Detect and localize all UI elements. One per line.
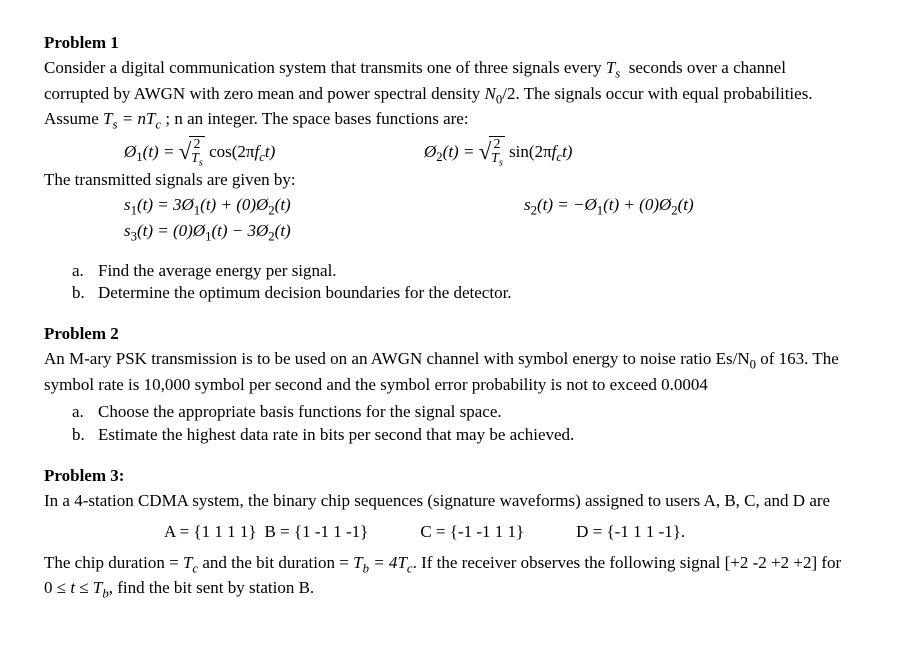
problem-2-intro: An M-ary PSK transmission is to be used … bbox=[44, 348, 853, 397]
p2-a-marker: a. bbox=[72, 401, 98, 424]
p2-list: a. Choose the appropriate basis function… bbox=[72, 401, 853, 447]
s1-arg: (t) = 3Ø bbox=[137, 195, 194, 214]
p3-text-b: and the bit duration = bbox=[198, 553, 353, 572]
seq-B: B = {1 -1 1 -1} bbox=[265, 521, 369, 544]
p1-N0: N bbox=[485, 84, 496, 103]
p1-list: a. Find the average energy per signal. b… bbox=[72, 260, 853, 306]
phi2-sqrt-top: 2 bbox=[494, 137, 501, 151]
p1-Ts-sub: s bbox=[615, 66, 620, 80]
seq-C: C = {-1 -1 1 1} bbox=[420, 521, 524, 544]
s2-eq: s2(t) = −Ø1(t) + (0)Ø2(t) bbox=[524, 194, 694, 220]
p3-Tb: T bbox=[353, 553, 362, 572]
phi1-sqrt: √2Ts bbox=[179, 136, 205, 170]
p2-item-a: a. Choose the appropriate basis function… bbox=[72, 401, 853, 424]
phi1-close: t) bbox=[265, 141, 275, 160]
s1-mid: (t) + (0)Ø bbox=[200, 195, 268, 214]
problem-1-title: Problem 1 bbox=[44, 32, 853, 55]
s1-s: s bbox=[124, 195, 131, 214]
p1-assume-mid: = n bbox=[117, 109, 145, 128]
problem-2-title: Problem 2 bbox=[44, 323, 853, 346]
p3-Tc: T bbox=[183, 553, 192, 572]
phi1-sqrt-top: 2 bbox=[194, 137, 201, 151]
p2-text-1a: An M-ary PSK transmission is to be used … bbox=[44, 349, 750, 368]
s2-s: s bbox=[524, 195, 531, 214]
s3-eq: s3(t) = (0)Ø1(t) − 3Ø2(t) bbox=[124, 220, 291, 246]
p1-assume-Ts: T bbox=[103, 109, 112, 128]
p3-text-c: = 4 bbox=[369, 553, 397, 572]
s3-arg: (t) = (0)Ø bbox=[137, 221, 205, 240]
problem-1-intro: Consider a digital communication system … bbox=[44, 57, 853, 134]
chip-sequences: A = {1 1 1 1} B = {1 -1 1 -1} C = {-1 -1… bbox=[44, 521, 853, 544]
s3-end: (t) bbox=[275, 221, 291, 240]
basis-functions-row: Ø1(t) = √2Ts cos(2πfct) Ø 2 (t) = √2Ts sin… bbox=[44, 136, 853, 170]
p1-item-a: a. Find the average energy per signal. bbox=[72, 260, 853, 283]
phi1-eq: Ø1(t) = √2Ts cos(2πfct) bbox=[124, 136, 424, 170]
p3-text-a: The chip duration = bbox=[44, 553, 183, 572]
p1-assume-Tc: T bbox=[146, 109, 155, 128]
phi1-sym: Ø bbox=[124, 141, 136, 160]
phi2-arg: (t) = bbox=[443, 141, 479, 160]
p3-text-e: ≤ bbox=[75, 578, 93, 597]
phi2-close: t) bbox=[562, 141, 572, 160]
problem-3-title: Problem 3: bbox=[44, 465, 853, 488]
p3-text-f: , find the bit sent by station B. bbox=[109, 578, 314, 597]
p1-b-text: Determine the optimum decision boundarie… bbox=[98, 282, 512, 305]
p2-item-b: b. Estimate the highest data rate in bit… bbox=[72, 424, 853, 447]
signals-row-2: s3(t) = (0)Ø1(t) − 3Ø2(t) bbox=[44, 220, 853, 246]
p1-Ts: T bbox=[606, 58, 615, 77]
phi1-cos: cos(2π bbox=[205, 141, 255, 160]
s1-eq: s1(t) = 3Ø1(t) + (0)Ø2(t) bbox=[124, 194, 524, 220]
phi1-sqrt-bot-sub: s bbox=[199, 158, 203, 169]
phi2-sqrt-bot-sub: s bbox=[499, 158, 503, 169]
p2-a-text: Choose the appropriate basis functions f… bbox=[98, 401, 502, 424]
s2-mid: (t) + (0)Ø bbox=[603, 195, 671, 214]
s2-end: (t) bbox=[678, 195, 694, 214]
phi2-sqrt: √2Ts bbox=[479, 136, 505, 170]
s3-s: s bbox=[124, 221, 131, 240]
phi2-eq: Ø2(t) = √2Ts sin(2πfct) bbox=[424, 136, 572, 170]
s1-end: (t) bbox=[275, 195, 291, 214]
signals-row-1: s1(t) = 3Ø1(t) + (0)Ø2(t) s2(t) = −Ø1(t)… bbox=[44, 194, 853, 220]
p1-b-marker: b. bbox=[72, 282, 98, 305]
p1-a-text: Find the average energy per signal. bbox=[98, 260, 337, 283]
phi1-arg: (t) = bbox=[143, 141, 179, 160]
phi2-sqrt-bot: T bbox=[491, 150, 499, 165]
s2-arg: (t) = −Ø bbox=[537, 195, 597, 214]
p3-Tc2: T bbox=[397, 553, 406, 572]
p1-item-b: b. Determine the optimum decision bounda… bbox=[72, 282, 853, 305]
problem-3-body: The chip duration = Tc and the bit durat… bbox=[44, 552, 853, 603]
p2-b-text: Estimate the highest data rate in bits p… bbox=[98, 424, 574, 447]
seq-A: A = {1 1 1 1} bbox=[164, 521, 257, 544]
phi2-sym: Ø bbox=[424, 141, 436, 160]
p1-text-4: ; n an integer. The space bases function… bbox=[161, 109, 468, 128]
p1-text-1: Consider a digital communication system … bbox=[44, 58, 606, 77]
seq-D: D = {-1 1 1 -1}. bbox=[576, 521, 685, 544]
problem-3-intro: In a 4-station CDMA system, the binary c… bbox=[44, 490, 853, 513]
phi2-sin: sin(2π bbox=[505, 141, 552, 160]
phi1-sqrt-bot: T bbox=[191, 150, 199, 165]
p3-Tb2: T bbox=[93, 578, 102, 597]
s3-mid: (t) − 3Ø bbox=[212, 221, 269, 240]
signals-given: The transmitted signals are given by: bbox=[44, 169, 853, 192]
p1-a-marker: a. bbox=[72, 260, 98, 283]
p2-b-marker: b. bbox=[72, 424, 98, 447]
